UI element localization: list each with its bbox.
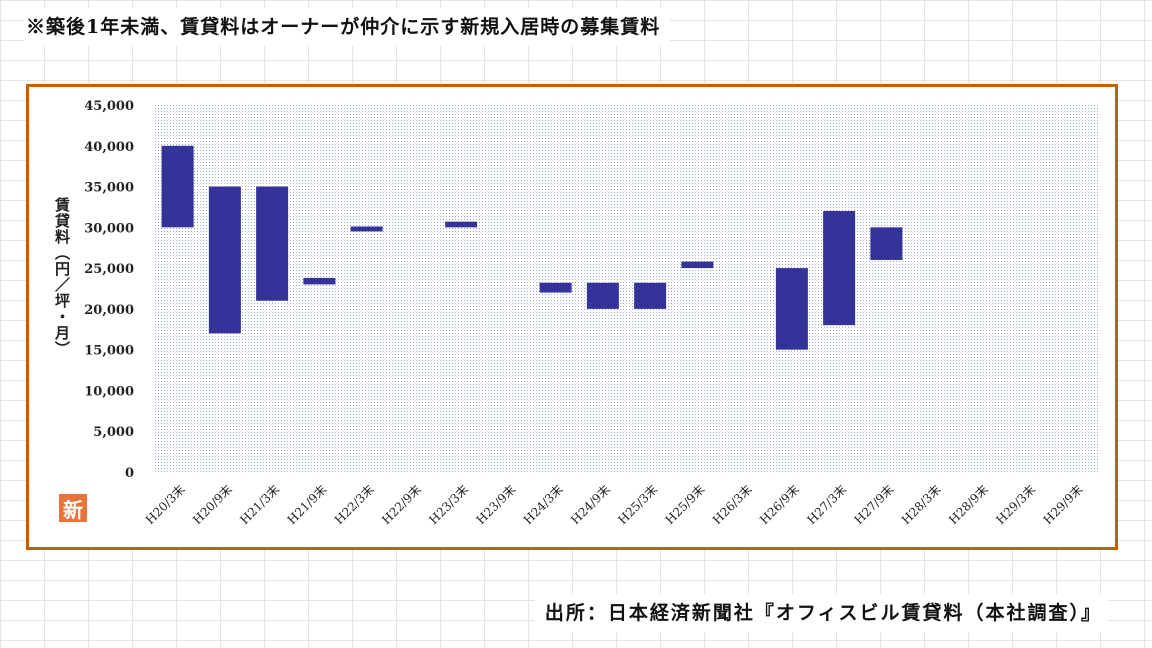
range-bar bbox=[586, 282, 619, 309]
x-tick-label: H28/9末 bbox=[946, 482, 991, 527]
x-tick-label: H27/9末 bbox=[852, 482, 897, 527]
range-bar bbox=[208, 186, 241, 334]
range-bar bbox=[681, 261, 714, 269]
x-tick-label: H29/9末 bbox=[1041, 482, 1086, 527]
source-note: 出所：日本経済新聞社『オフィスビル賃貸料（本社調査）』 bbox=[534, 594, 1108, 632]
x-tick-label: H23/9末 bbox=[474, 482, 519, 527]
x-tick-label: H29/3末 bbox=[993, 482, 1038, 527]
y-tick-label: 5,000 bbox=[93, 425, 134, 440]
y-tick-label: 30,000 bbox=[84, 221, 134, 236]
range-bar bbox=[870, 227, 903, 260]
x-tick-label: H22/9末 bbox=[379, 482, 424, 527]
x-tick-label: H24/3末 bbox=[521, 482, 566, 527]
x-tick-label: H26/9末 bbox=[757, 482, 802, 527]
range-bar bbox=[256, 186, 289, 301]
y-tick-label: 20,000 bbox=[84, 303, 134, 318]
x-tick-label: H20/9末 bbox=[190, 482, 235, 527]
range-bar bbox=[775, 268, 808, 350]
x-tick-label: H23/3末 bbox=[426, 482, 471, 527]
y-tick-label: 40,000 bbox=[84, 140, 134, 155]
y-tick-label: 0 bbox=[125, 466, 134, 481]
x-tick-label: H22/3末 bbox=[332, 482, 377, 527]
y-tick-label: 25,000 bbox=[84, 262, 134, 277]
x-tick-label: H21/3末 bbox=[237, 482, 282, 527]
chart-note: ※築後1年未満、賃貸料はオーナーが仲介に示す新規入居時の募集賃料 bbox=[24, 8, 671, 46]
y-axis-label: 賃貸料（円／坪・月） bbox=[53, 197, 71, 357]
range-bar bbox=[445, 221, 478, 228]
x-tick-label: H28/3末 bbox=[899, 482, 944, 527]
new-badge-icon: 新 bbox=[59, 494, 87, 522]
x-tick-label: H24/9末 bbox=[568, 482, 613, 527]
rent-range-chart: 45,000 40,000 35,000 30,000 25,000 20,000 15,0… bbox=[84, 99, 1099, 527]
y-tick-label: 10,000 bbox=[84, 384, 134, 399]
range-bar bbox=[350, 226, 383, 232]
y-tick-label: 35,000 bbox=[84, 181, 134, 196]
range-bar bbox=[303, 277, 336, 285]
x-tick-label: H25/9末 bbox=[663, 482, 708, 527]
y-tick-label: 45,000 bbox=[84, 99, 134, 114]
chart-frame: 45,000 40,000 35,000 30,000 25,000 20,000 15,0… bbox=[26, 84, 1118, 550]
x-tick-label: H27/3末 bbox=[804, 482, 849, 527]
range-bar bbox=[161, 145, 194, 228]
range-bar bbox=[823, 211, 856, 326]
y-tick-label: 15,000 bbox=[84, 344, 134, 359]
x-tick-label: H25/3末 bbox=[615, 482, 660, 527]
range-bar bbox=[539, 282, 572, 293]
x-tick-label: H21/9末 bbox=[285, 482, 330, 527]
x-tick-label: H20/3末 bbox=[143, 482, 188, 527]
range-bar bbox=[634, 282, 667, 309]
plot-area bbox=[154, 105, 1099, 472]
x-tick-label: H26/3末 bbox=[710, 482, 755, 527]
